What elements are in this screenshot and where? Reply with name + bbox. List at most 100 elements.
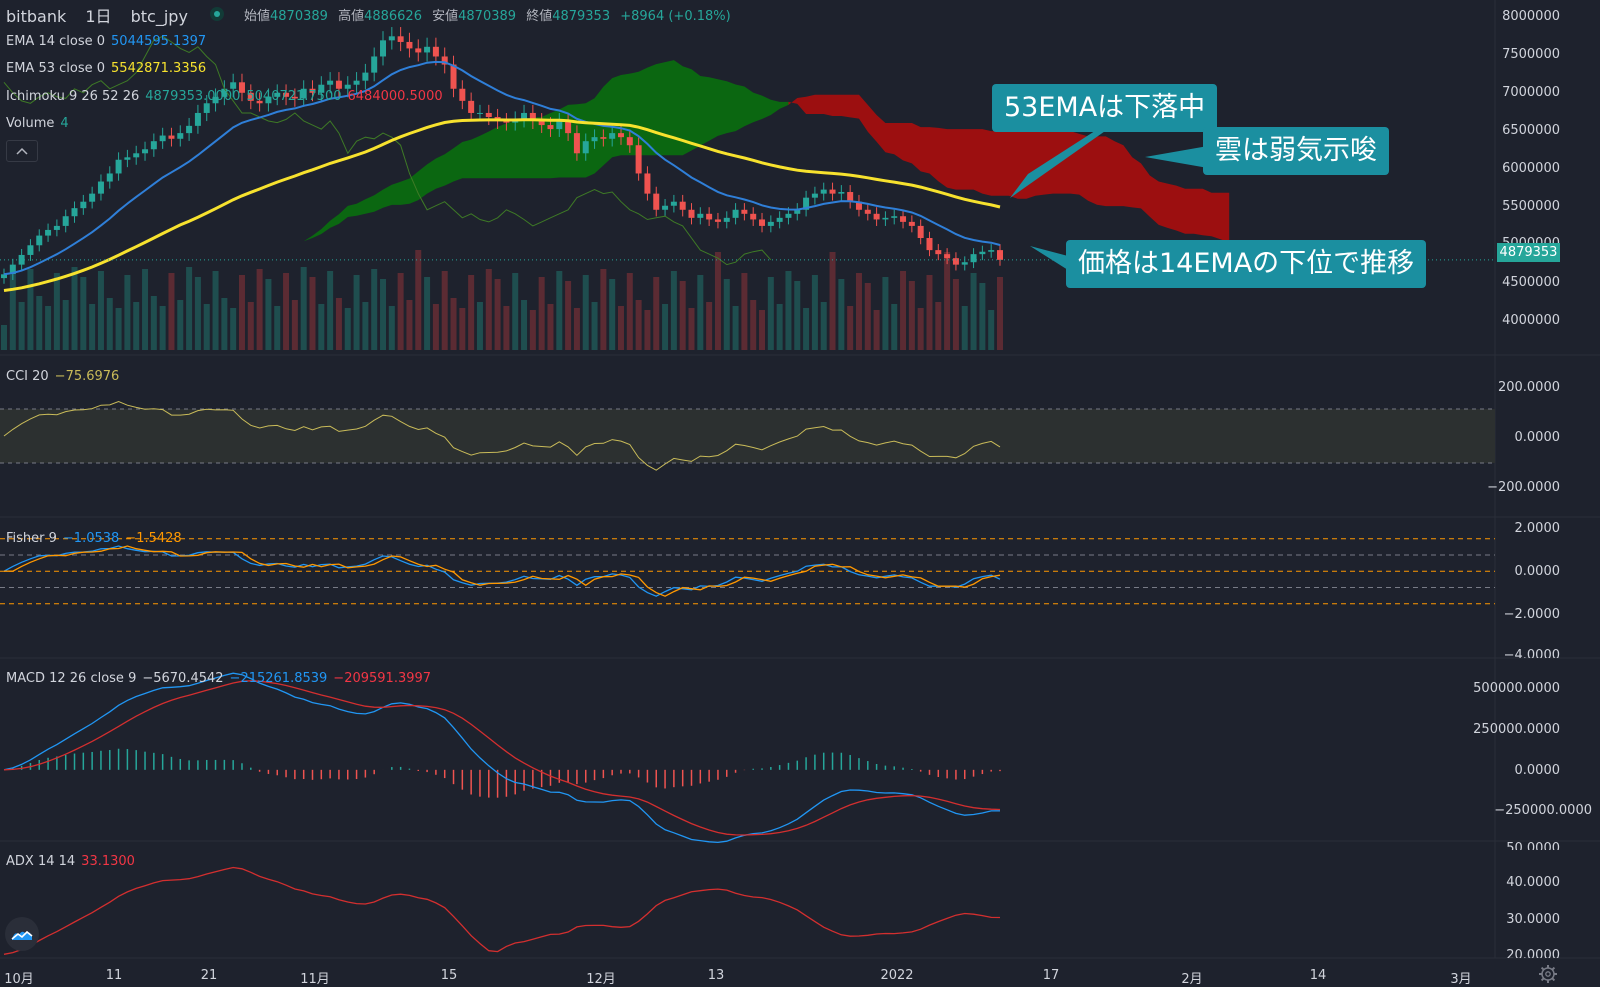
volume-bar: [988, 310, 995, 350]
time-axis-tick: 17: [1042, 968, 1060, 983]
candle-body: [353, 80, 360, 85]
candle-body: [327, 80, 334, 85]
legend-ema14[interactable]: EMA 14 close 0 5044595.1397: [6, 34, 207, 49]
candle-body: [432, 46, 439, 57]
time-axis-tick: 2022: [880, 968, 914, 983]
volume-bar: [1, 325, 7, 350]
price-axis-tick: 5500000: [1502, 199, 1560, 214]
adx-axis-tick: 20.0000: [1506, 948, 1560, 958]
volume-bar: [617, 306, 624, 350]
candle-body: [415, 48, 422, 53]
macd-axis-tick: 250000.0000: [1473, 722, 1560, 737]
volume-bar: [600, 269, 607, 350]
legend-fisher[interactable]: Fisher 9 −1.0538 −1.5428: [6, 531, 182, 546]
callout-pointer: [1010, 129, 1108, 198]
candle-body: [80, 201, 87, 209]
candle-body: [988, 250, 995, 252]
candle-body: [150, 141, 157, 150]
ichimoku-lagging-span: [3, 35, 772, 266]
volume-bar: [89, 304, 96, 350]
volume-bar: [397, 273, 404, 350]
volume-bar: [538, 277, 545, 350]
candle-body: [468, 100, 475, 113]
settings-gear-icon[interactable]: [1538, 964, 1558, 984]
candle-body: [106, 173, 113, 182]
candle-body: [115, 159, 122, 174]
callout-ema53: 53EMAは下落中: [992, 84, 1218, 132]
volume-bar: [221, 298, 228, 350]
candle-body: [767, 221, 774, 226]
volume-bar: [891, 304, 898, 350]
legend-ema53[interactable]: EMA 53 close 0 5542871.3356: [6, 61, 207, 76]
candle-body: [300, 88, 307, 99]
volume-bar: [635, 300, 642, 350]
candle-body: [829, 189, 836, 194]
candle-body: [617, 133, 624, 138]
candle-body: [838, 192, 845, 194]
symbol-label[interactable]: btc_jpy: [130, 7, 188, 26]
candle-body: [873, 213, 880, 220]
ichimoku-cloud-bearish: [788, 94, 1230, 243]
exchange-name[interactable]: bitbank: [6, 7, 67, 26]
volume-bar: [274, 306, 281, 350]
legend-macd[interactable]: MACD 12 26 close 9 −5670.4542 −215261.8539…: [6, 671, 432, 686]
candle-body: [626, 137, 633, 146]
volume-bar: [327, 271, 334, 350]
volume-bar: [80, 277, 87, 350]
volume-bar: [750, 300, 757, 350]
volume-bar: [424, 277, 431, 350]
volume-bar: [203, 304, 210, 350]
volume-bar: [741, 273, 748, 350]
cci-band: [0, 409, 1495, 463]
candle-body: [230, 82, 237, 89]
candle-body: [521, 112, 528, 120]
volume-bar: [961, 306, 968, 350]
candle-body: [565, 121, 572, 134]
candle-body: [653, 193, 660, 210]
candle-body: [344, 84, 351, 89]
volume-bar: [97, 271, 104, 350]
candle-body: [723, 217, 730, 222]
collapse-legend-button[interactable]: [6, 140, 38, 162]
time-axis-tick: 11: [105, 968, 123, 983]
legend-cci[interactable]: CCI 20 −75.6976: [6, 369, 120, 384]
candle-body: [450, 64, 457, 89]
interval-label[interactable]: 1日: [85, 7, 112, 26]
time-axis-tick: 10月: [4, 972, 34, 987]
candle-body: [732, 209, 739, 218]
volume-bar: [512, 273, 519, 350]
adx-axis-tick: 50.0000: [1506, 841, 1560, 850]
candle-body: [36, 235, 43, 246]
candle-body: [221, 88, 228, 97]
price-change: +8964 (+0.18%): [620, 9, 731, 24]
volume-bar: [706, 302, 713, 350]
candle-body: [979, 251, 986, 255]
macd-axis-tick: 0.0000: [1514, 763, 1561, 778]
legend-volume[interactable]: Volume 4: [6, 116, 69, 131]
volume-bar: [476, 302, 483, 350]
fisher-axis-tick: 2.0000: [1514, 521, 1561, 536]
candle-body: [917, 225, 924, 239]
volume-bar: [732, 306, 739, 350]
candle-body: [662, 205, 669, 210]
volume-bar: [970, 273, 977, 350]
volume-bar: [767, 277, 774, 350]
volume-bar: [776, 304, 783, 350]
volume-bar: [150, 296, 157, 350]
volume-bar: [415, 250, 422, 350]
candle-body: [935, 250, 942, 255]
tradingview-logo-icon[interactable]: [5, 917, 39, 951]
price-axis-tick: 4500000: [1502, 275, 1560, 290]
candle-body: [547, 125, 554, 130]
time-axis-tick: 21: [200, 968, 218, 983]
legend-adx[interactable]: ADX 14 14 33.1300: [6, 854, 135, 869]
volume-bar: [785, 271, 792, 350]
candle-body: [424, 46, 431, 53]
volume-bar: [133, 302, 140, 350]
volume-bar: [917, 308, 924, 350]
volume-bar: [573, 308, 580, 350]
volume-bar: [609, 279, 616, 350]
volume-bar: [494, 279, 501, 350]
legend-ichimoku[interactable]: Ichimoku 9 26 52 26 4879353.0000 5040721.7…: [6, 89, 443, 104]
